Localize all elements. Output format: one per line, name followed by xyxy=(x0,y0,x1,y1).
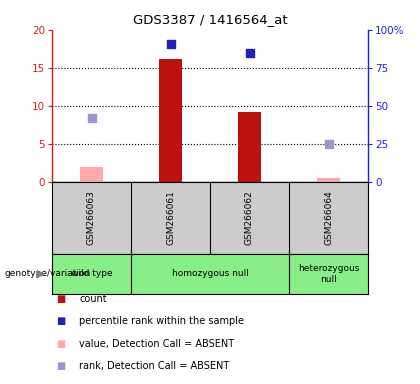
Point xyxy=(88,115,95,121)
Text: ▶: ▶ xyxy=(37,269,46,279)
Bar xyxy=(239,112,260,182)
Bar xyxy=(160,59,181,182)
Text: GSM266064: GSM266064 xyxy=(324,190,333,245)
Text: GSM266062: GSM266062 xyxy=(245,190,254,245)
Text: ■: ■ xyxy=(56,294,66,304)
Point xyxy=(246,50,253,56)
Point xyxy=(325,141,332,147)
Text: heterozygous
null: heterozygous null xyxy=(298,264,359,284)
Text: wild type: wild type xyxy=(71,270,112,278)
Point xyxy=(167,41,174,47)
Text: ■: ■ xyxy=(56,361,66,371)
Text: ■: ■ xyxy=(56,339,66,349)
Bar xyxy=(81,167,102,182)
Text: GSM266063: GSM266063 xyxy=(87,190,96,245)
Text: homozygous null: homozygous null xyxy=(171,270,249,278)
Text: ■: ■ xyxy=(56,316,66,326)
Text: genotype/variation: genotype/variation xyxy=(4,270,90,278)
Text: percentile rank within the sample: percentile rank within the sample xyxy=(79,316,244,326)
Bar xyxy=(318,178,339,182)
Text: value, Detection Call = ABSENT: value, Detection Call = ABSENT xyxy=(79,339,234,349)
Text: rank, Detection Call = ABSENT: rank, Detection Call = ABSENT xyxy=(79,361,230,371)
Text: count: count xyxy=(79,294,107,304)
Text: GSM266061: GSM266061 xyxy=(166,190,175,245)
Title: GDS3387 / 1416564_at: GDS3387 / 1416564_at xyxy=(133,13,287,26)
